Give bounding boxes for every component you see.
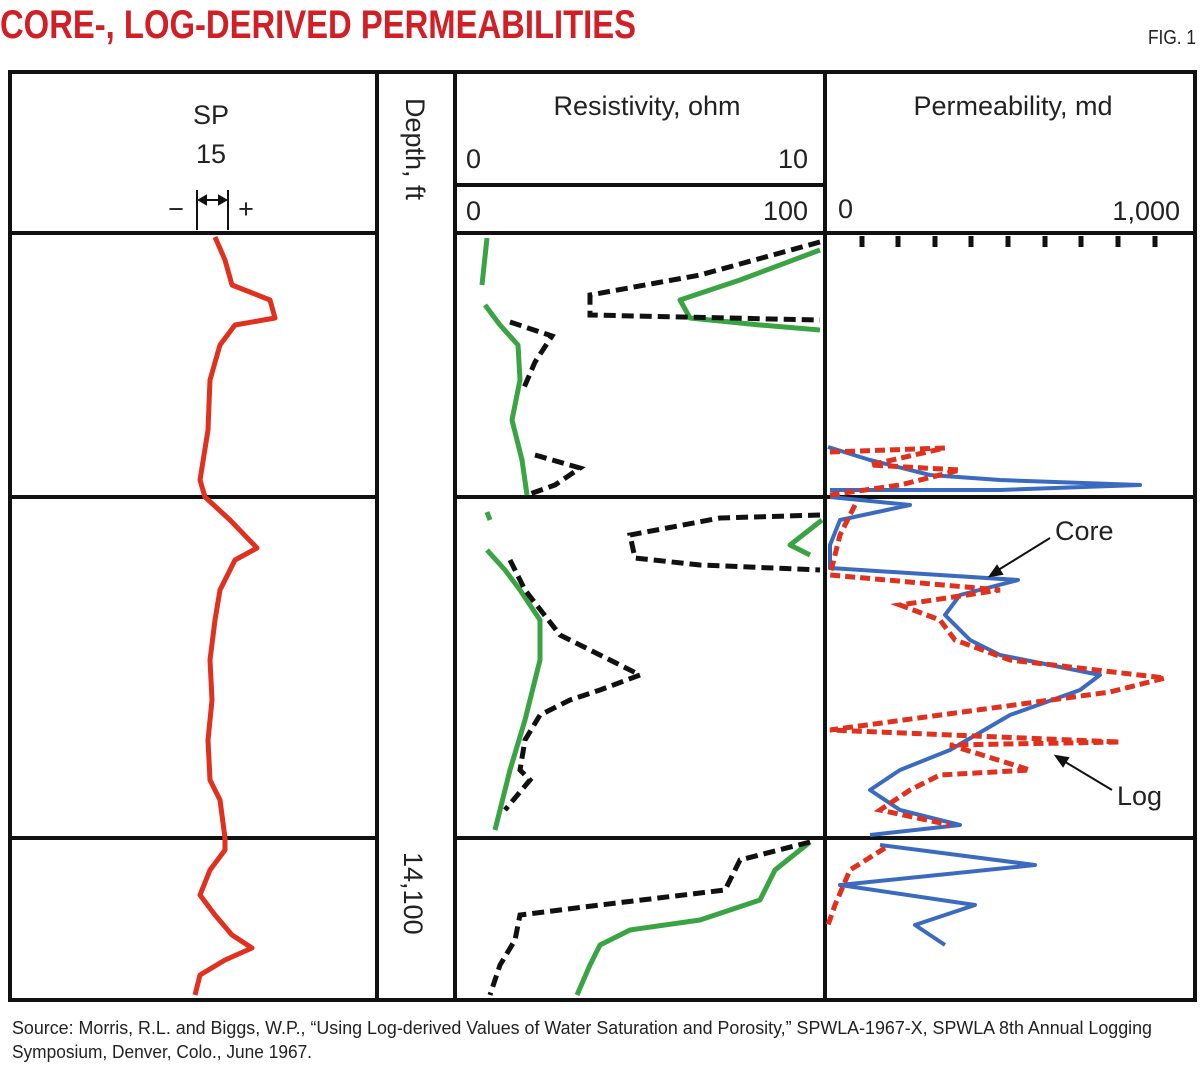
scale-min: 0 <box>466 196 481 226</box>
source: Source: Morris, R.L. and Biggs, W.P., “U… <box>12 1018 1152 1038</box>
depth-label: Depth, ft <box>400 98 430 201</box>
annotation-arrows <box>987 537 1113 791</box>
log-label: Log <box>1117 781 1162 811</box>
permeability-curves <box>825 445 1166 947</box>
sp-curve <box>192 236 278 996</box>
resistivity-label: Resistivity, ohm <box>553 91 740 121</box>
source: Symposium, Denver, Colo., June 1967. <box>12 1042 312 1062</box>
scale-max: 1,000 <box>1112 196 1180 226</box>
scale-min: 0 <box>838 194 853 224</box>
figure-number: FIG. 1 <box>1148 27 1196 49</box>
sp-label: SP <box>193 100 229 130</box>
sp-scale-bracket <box>196 190 229 230</box>
frame <box>8 70 1197 1002</box>
sp-scale: 15 <box>196 139 226 169</box>
permeability-label: Permeability, md <box>913 91 1112 121</box>
depth-marker: 14,100 <box>398 852 428 935</box>
scale-min: 0 <box>466 144 481 174</box>
scale-max: 100 <box>763 196 808 226</box>
resistivity-curves <box>479 237 824 996</box>
title: CORE-, LOG-DERIVED PERMEABILITIES <box>0 3 636 47</box>
perm-ticks <box>859 236 1158 247</box>
sp-plus: + <box>238 194 254 224</box>
core-label: Core <box>1055 516 1114 546</box>
scale-max: 10 <box>778 144 808 174</box>
sp-minus: − <box>168 194 184 224</box>
